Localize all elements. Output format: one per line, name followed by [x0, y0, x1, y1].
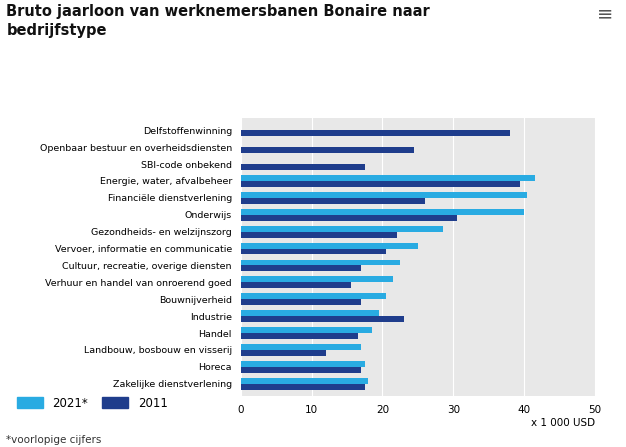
Bar: [241, 299, 361, 305]
Bar: [241, 378, 368, 384]
Bar: [241, 215, 457, 221]
Bar: [241, 293, 386, 299]
Bar: [241, 316, 404, 322]
Bar: [241, 266, 361, 271]
Text: Bruto jaarloon van werknemersbanen Bonaire naar
bedrijfstype: Bruto jaarloon van werknemersbanen Bonai…: [6, 4, 430, 38]
Bar: [241, 283, 351, 288]
Bar: [241, 209, 524, 215]
Bar: [241, 276, 393, 283]
Bar: [241, 181, 520, 187]
Bar: [241, 130, 510, 136]
Bar: [241, 243, 418, 249]
Bar: [241, 164, 365, 170]
Bar: [241, 344, 361, 350]
Bar: [241, 226, 443, 232]
Bar: [241, 192, 528, 198]
X-axis label: x 1 000 USD: x 1 000 USD: [531, 418, 595, 428]
Bar: [241, 333, 357, 339]
Bar: [241, 175, 535, 181]
Bar: [241, 327, 372, 333]
Bar: [241, 350, 326, 356]
Bar: [241, 232, 397, 238]
Bar: [241, 361, 365, 367]
Bar: [241, 310, 379, 316]
Bar: [241, 367, 361, 373]
Text: ≡: ≡: [597, 4, 613, 24]
Bar: [241, 260, 400, 266]
Bar: [241, 249, 386, 254]
Bar: [241, 198, 425, 204]
Bar: [241, 147, 414, 153]
Bar: [241, 384, 365, 390]
Legend: 2021*, 2011: 2021*, 2011: [12, 392, 172, 414]
Text: *voorlopige cijfers: *voorlopige cijfers: [6, 435, 101, 445]
